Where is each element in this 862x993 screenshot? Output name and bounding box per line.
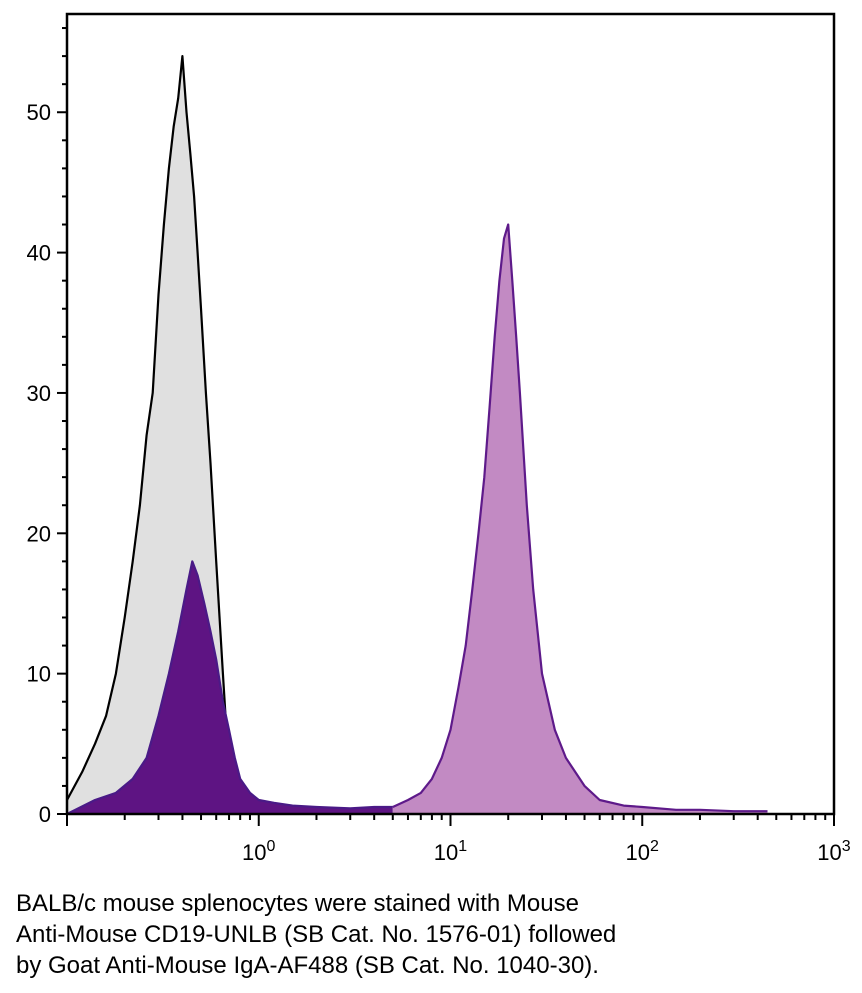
- y-tick-label: 0: [39, 802, 51, 827]
- caption-line-3: by Goat Anti-Mouse IgA-AF488 (SB Cat. No…: [16, 952, 599, 979]
- series-3-line: [392, 223, 768, 813]
- plot-frame: [65, 12, 836, 816]
- y-tick-label: 40: [27, 241, 51, 266]
- series-3-fill: [392, 224, 768, 814]
- figure-caption: BALB/c mouse splenocytes were stained wi…: [16, 888, 846, 981]
- y-tick-label: 30: [27, 381, 51, 406]
- axis-layer: 0 10 20 30 40 50 100 101 102 103: [27, 27, 851, 865]
- x-tick-label: 101: [434, 838, 467, 865]
- series-2-fill: [67, 561, 393, 814]
- y-tick-label: 50: [27, 100, 51, 125]
- series-1-line: [66, 55, 242, 815]
- caption-line-1: BALB/c mouse splenocytes were stained wi…: [16, 890, 579, 917]
- x-tick-label: 100: [242, 838, 275, 865]
- series-2-line: [66, 560, 393, 815]
- y-tick-label: 10: [27, 662, 51, 687]
- x-tick-label: 103: [817, 838, 850, 865]
- series-layer: [66, 55, 768, 815]
- y-tick-label: 20: [27, 521, 51, 546]
- caption-line-2: Anti-Mouse CD19-UNLB (SB Cat. No. 1576-0…: [16, 921, 617, 948]
- histogram-chart: 0 10 20 30 40 50 100 101 102 103: [27, 12, 851, 865]
- x-tick-label: 102: [626, 838, 659, 865]
